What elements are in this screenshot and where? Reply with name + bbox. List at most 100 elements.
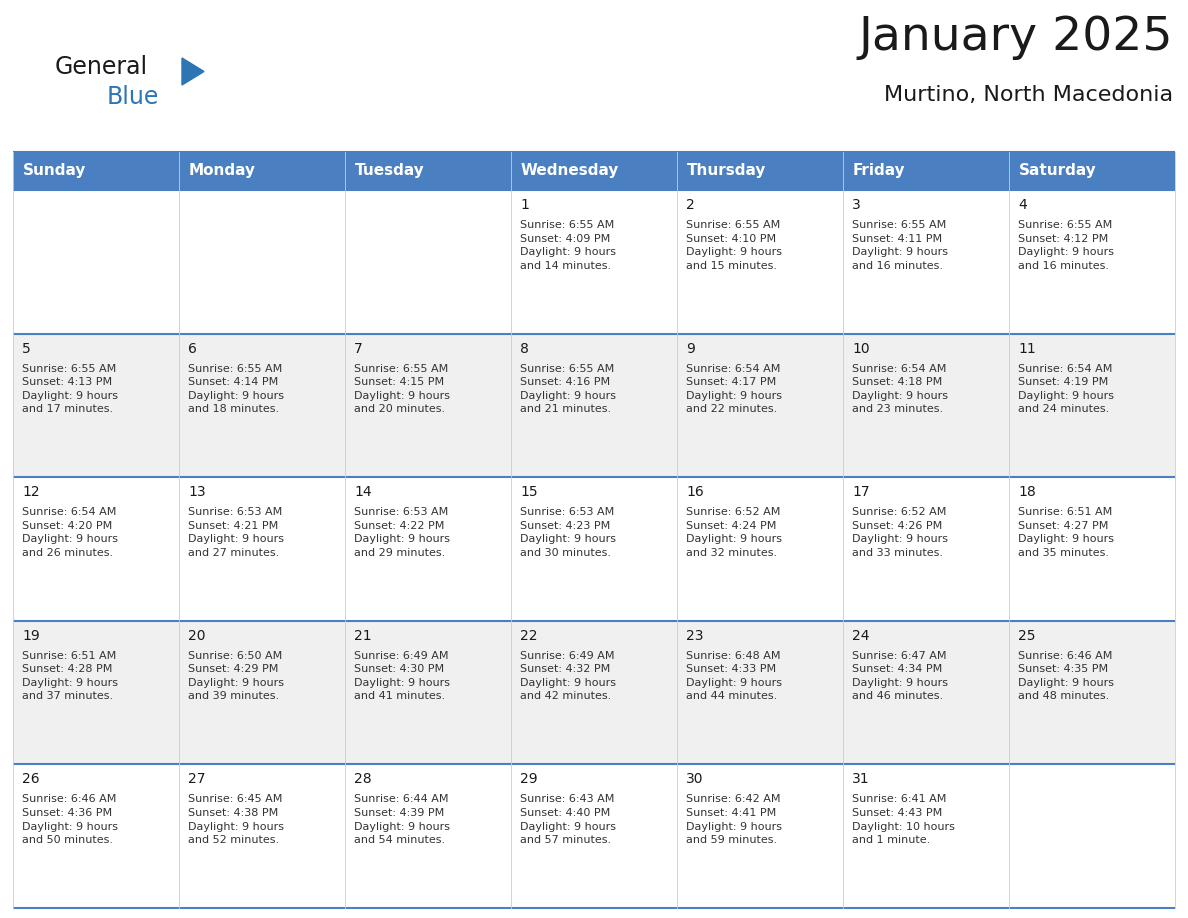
- Text: Daylight: 9 hours: Daylight: 9 hours: [23, 534, 118, 544]
- Text: Sunrise: 6:41 AM: Sunrise: 6:41 AM: [852, 794, 947, 804]
- Text: and 46 minutes.: and 46 minutes.: [852, 691, 943, 701]
- Text: and 22 minutes.: and 22 minutes.: [685, 404, 777, 414]
- Text: 31: 31: [852, 772, 870, 787]
- Text: Daylight: 9 hours: Daylight: 9 hours: [852, 534, 948, 544]
- Text: Sunset: 4:19 PM: Sunset: 4:19 PM: [1018, 377, 1108, 387]
- Text: 30: 30: [685, 772, 703, 787]
- Text: Sunrise: 6:48 AM: Sunrise: 6:48 AM: [685, 651, 781, 661]
- Text: 22: 22: [520, 629, 537, 643]
- Text: Sunrise: 6:54 AM: Sunrise: 6:54 AM: [852, 364, 947, 374]
- Text: Wednesday: Wednesday: [522, 162, 619, 177]
- Text: and 21 minutes.: and 21 minutes.: [520, 404, 611, 414]
- Bar: [13, 477, 1175, 621]
- Text: Sunrise: 6:49 AM: Sunrise: 6:49 AM: [520, 651, 614, 661]
- Text: Sunrise: 6:45 AM: Sunrise: 6:45 AM: [188, 794, 283, 804]
- Text: and 32 minutes.: and 32 minutes.: [685, 548, 777, 558]
- Text: Sunset: 4:23 PM: Sunset: 4:23 PM: [520, 521, 611, 531]
- Text: Sunrise: 6:55 AM: Sunrise: 6:55 AM: [852, 220, 947, 230]
- Text: and 41 minutes.: and 41 minutes.: [354, 691, 446, 701]
- Text: 16: 16: [685, 486, 703, 499]
- Text: Sunset: 4:41 PM: Sunset: 4:41 PM: [685, 808, 776, 818]
- Bar: [511, 152, 677, 190]
- Text: and 16 minutes.: and 16 minutes.: [852, 261, 943, 271]
- Text: 27: 27: [188, 772, 206, 787]
- Text: Sunrise: 6:54 AM: Sunrise: 6:54 AM: [23, 508, 116, 517]
- Bar: [13, 333, 1175, 477]
- Text: 4: 4: [1018, 198, 1026, 212]
- Text: 5: 5: [23, 341, 31, 355]
- Text: Sunday: Sunday: [23, 162, 87, 177]
- Text: Sunrise: 6:49 AM: Sunrise: 6:49 AM: [354, 651, 449, 661]
- Text: Daylight: 9 hours: Daylight: 9 hours: [685, 247, 782, 257]
- Text: Blue: Blue: [107, 85, 159, 109]
- Text: Sunrise: 6:44 AM: Sunrise: 6:44 AM: [354, 794, 449, 804]
- Text: 21: 21: [354, 629, 372, 643]
- Text: Daylight: 9 hours: Daylight: 9 hours: [188, 677, 284, 688]
- Text: Sunset: 4:12 PM: Sunset: 4:12 PM: [1018, 233, 1108, 243]
- Text: and 20 minutes.: and 20 minutes.: [354, 404, 446, 414]
- Text: Sunrise: 6:55 AM: Sunrise: 6:55 AM: [188, 364, 283, 374]
- Text: Sunset: 4:35 PM: Sunset: 4:35 PM: [1018, 665, 1108, 675]
- Text: and 35 minutes.: and 35 minutes.: [1018, 548, 1110, 558]
- Text: Sunset: 4:27 PM: Sunset: 4:27 PM: [1018, 521, 1108, 531]
- Text: Daylight: 9 hours: Daylight: 9 hours: [188, 534, 284, 544]
- Bar: [1009, 152, 1175, 190]
- Text: Sunset: 4:16 PM: Sunset: 4:16 PM: [520, 377, 611, 387]
- Polygon shape: [182, 58, 204, 85]
- Text: Sunset: 4:34 PM: Sunset: 4:34 PM: [852, 665, 942, 675]
- Text: Daylight: 9 hours: Daylight: 9 hours: [23, 677, 118, 688]
- Bar: [677, 152, 843, 190]
- Text: Daylight: 9 hours: Daylight: 9 hours: [23, 391, 118, 401]
- Text: Sunrise: 6:50 AM: Sunrise: 6:50 AM: [188, 651, 283, 661]
- Text: Daylight: 9 hours: Daylight: 9 hours: [354, 677, 450, 688]
- Text: Daylight: 9 hours: Daylight: 9 hours: [852, 677, 948, 688]
- Text: 11: 11: [1018, 341, 1036, 355]
- Text: Murtino, North Macedonia: Murtino, North Macedonia: [884, 85, 1173, 105]
- Text: Sunset: 4:26 PM: Sunset: 4:26 PM: [852, 521, 942, 531]
- Text: and 27 minutes.: and 27 minutes.: [188, 548, 279, 558]
- Text: and 15 minutes.: and 15 minutes.: [685, 261, 777, 271]
- Text: and 33 minutes.: and 33 minutes.: [852, 548, 943, 558]
- Text: 3: 3: [852, 198, 861, 212]
- Text: Sunrise: 6:52 AM: Sunrise: 6:52 AM: [852, 508, 947, 517]
- Text: Sunrise: 6:55 AM: Sunrise: 6:55 AM: [520, 220, 614, 230]
- Text: Sunset: 4:09 PM: Sunset: 4:09 PM: [520, 233, 611, 243]
- Text: Sunset: 4:38 PM: Sunset: 4:38 PM: [188, 808, 278, 818]
- Text: Sunset: 4:33 PM: Sunset: 4:33 PM: [685, 665, 776, 675]
- Text: 6: 6: [188, 341, 197, 355]
- Text: and 48 minutes.: and 48 minutes.: [1018, 691, 1110, 701]
- Text: Daylight: 9 hours: Daylight: 9 hours: [520, 822, 617, 832]
- Text: Sunset: 4:39 PM: Sunset: 4:39 PM: [354, 808, 444, 818]
- Text: Daylight: 9 hours: Daylight: 9 hours: [23, 822, 118, 832]
- Text: and 14 minutes.: and 14 minutes.: [520, 261, 611, 271]
- Text: Sunset: 4:20 PM: Sunset: 4:20 PM: [23, 521, 112, 531]
- Text: 29: 29: [520, 772, 538, 787]
- Text: Daylight: 9 hours: Daylight: 9 hours: [188, 391, 284, 401]
- Text: Tuesday: Tuesday: [355, 162, 425, 177]
- Text: Sunrise: 6:54 AM: Sunrise: 6:54 AM: [685, 364, 781, 374]
- Text: and 44 minutes.: and 44 minutes.: [685, 691, 777, 701]
- Text: and 37 minutes.: and 37 minutes.: [23, 691, 113, 701]
- Text: Sunrise: 6:46 AM: Sunrise: 6:46 AM: [23, 794, 116, 804]
- Text: and 50 minutes.: and 50 minutes.: [23, 835, 113, 845]
- Text: 28: 28: [354, 772, 372, 787]
- Text: Sunrise: 6:47 AM: Sunrise: 6:47 AM: [852, 651, 947, 661]
- Text: Daylight: 9 hours: Daylight: 9 hours: [188, 822, 284, 832]
- Text: Sunrise: 6:53 AM: Sunrise: 6:53 AM: [354, 508, 448, 517]
- Text: 12: 12: [23, 486, 39, 499]
- Text: Sunrise: 6:53 AM: Sunrise: 6:53 AM: [188, 508, 283, 517]
- Text: Sunrise: 6:52 AM: Sunrise: 6:52 AM: [685, 508, 781, 517]
- Text: Sunset: 4:28 PM: Sunset: 4:28 PM: [23, 665, 113, 675]
- Text: 2: 2: [685, 198, 695, 212]
- Text: Sunset: 4:29 PM: Sunset: 4:29 PM: [188, 665, 278, 675]
- Text: and 59 minutes.: and 59 minutes.: [685, 835, 777, 845]
- Text: 13: 13: [188, 486, 206, 499]
- Text: Daylight: 9 hours: Daylight: 9 hours: [685, 534, 782, 544]
- Text: 10: 10: [852, 341, 870, 355]
- Text: Daylight: 9 hours: Daylight: 9 hours: [354, 391, 450, 401]
- Text: and 26 minutes.: and 26 minutes.: [23, 548, 113, 558]
- Text: and 17 minutes.: and 17 minutes.: [23, 404, 113, 414]
- Text: Daylight: 9 hours: Daylight: 9 hours: [1018, 534, 1114, 544]
- Text: Sunrise: 6:55 AM: Sunrise: 6:55 AM: [520, 364, 614, 374]
- Text: and 16 minutes.: and 16 minutes.: [1018, 261, 1110, 271]
